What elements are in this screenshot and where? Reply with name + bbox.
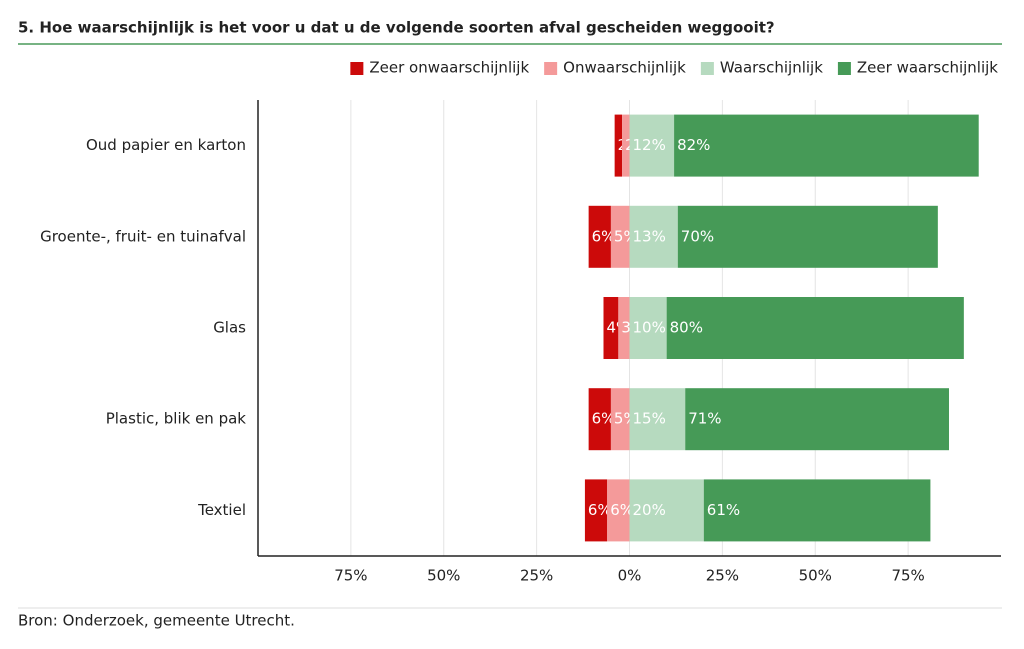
y-tick-label: Plastic, blik en pak [106, 410, 247, 428]
value-label: 6% [592, 227, 616, 245]
bar-segment [622, 114, 630, 177]
value-label: 6% [610, 501, 634, 519]
chart-title: 5. Hoe waarschijnlijk is het voor u dat … [18, 19, 775, 37]
value-label: 5% [614, 227, 638, 245]
bar-segment [629, 114, 675, 177]
legend-swatch [544, 62, 558, 75]
value-label: 80% [670, 319, 703, 337]
value-label: 10% [633, 319, 666, 337]
bar-segment [588, 205, 611, 268]
source: Bron: Onderzoek, gemeente Utrecht. [18, 612, 295, 630]
y-tick-label: Textiel [197, 501, 246, 519]
x-tick-label: 75% [891, 567, 924, 585]
value-label: 71% [688, 410, 721, 428]
bar-segment [677, 205, 938, 268]
value-label: 70% [681, 227, 714, 245]
value-label: 2% [618, 136, 642, 154]
bar-segment [614, 114, 623, 177]
value-label: 20% [633, 501, 666, 519]
legend-swatch [837, 62, 851, 75]
value-label: 15% [633, 410, 666, 428]
x-tick-label: 75% [334, 567, 367, 585]
value-label: 12% [633, 136, 666, 154]
value-label: 5% [614, 410, 638, 428]
y-tick-label: Groente-, fruit- en tuinafval [40, 227, 246, 245]
bar-segment [629, 297, 667, 359]
x-tick-label: 0% [618, 567, 642, 585]
bar-segment [588, 388, 611, 451]
bar-segment [685, 388, 949, 451]
bar-segment [629, 479, 704, 542]
legend-swatch [350, 62, 364, 75]
bar-segment [584, 479, 608, 542]
x-tick-label: 25% [706, 567, 739, 585]
bar-segment [610, 205, 630, 268]
legend-label: Waarschijnlijk [720, 59, 823, 77]
bar-segment [618, 297, 630, 359]
value-label: 3% [621, 319, 645, 337]
bar-segment [607, 479, 630, 542]
legend-swatch [700, 62, 714, 75]
bar-segment [666, 297, 964, 359]
value-label: 2% [625, 136, 649, 154]
value-label: 13% [633, 227, 666, 245]
x-tick-label: 50% [799, 567, 832, 585]
legend-label: Zeer onwaarschijnlijk [369, 59, 529, 77]
bar-segment [674, 114, 979, 177]
bar-segment [610, 388, 630, 451]
legend-label: Onwaarschijnlijk [563, 59, 686, 77]
bar-segment [629, 388, 686, 451]
value-label: 61% [707, 501, 740, 519]
value-label: 6% [588, 501, 612, 519]
x-tick-label: 50% [427, 567, 460, 585]
legend-label: Zeer waarschijnlijk [857, 59, 998, 77]
value-label: 82% [677, 136, 710, 154]
x-tick-label: 25% [520, 567, 553, 585]
bar-segment [703, 479, 931, 542]
value-label: 4% [606, 319, 630, 337]
y-tick-label: Oud papier en karton [86, 136, 246, 154]
bar-segment [629, 205, 678, 268]
y-tick-label: Glas [213, 319, 246, 337]
bar-segment [603, 297, 619, 359]
value-label: 6% [592, 410, 616, 428]
